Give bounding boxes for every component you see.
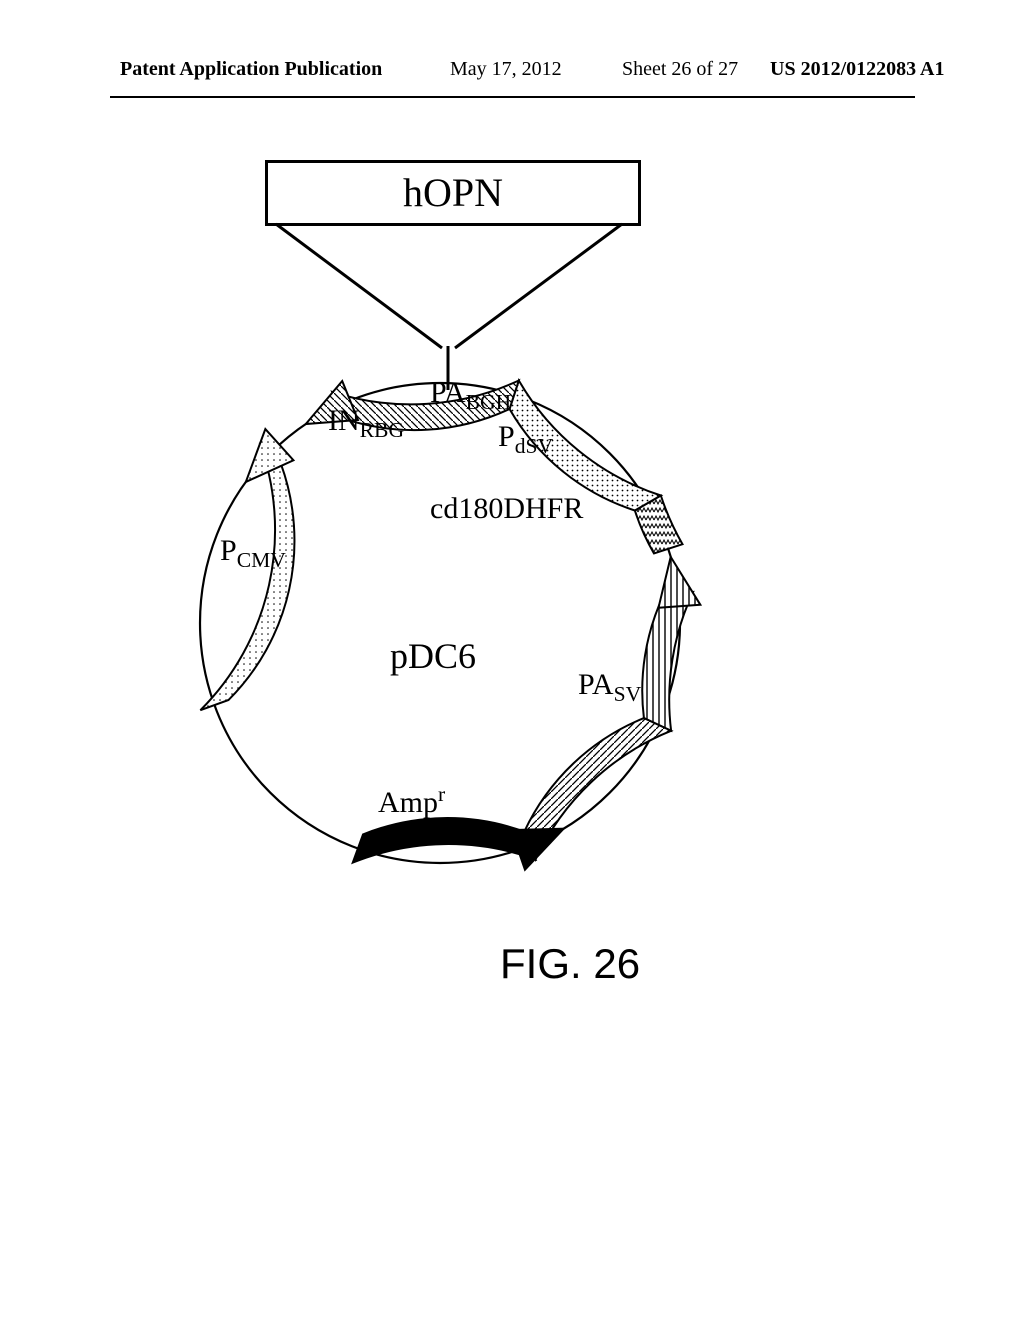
- label-pdsv: PdSV: [498, 420, 553, 459]
- header-pub-number: US 2012/0122083 A1: [770, 58, 944, 81]
- insert-box: hOPN: [265, 160, 641, 226]
- label-pasv: PASV: [578, 668, 641, 707]
- header-publication: Patent Application Publication: [120, 58, 382, 81]
- label-pcmv: PCMV: [220, 534, 286, 573]
- label-inrbg: INRBG: [328, 404, 404, 443]
- header-divider: [110, 96, 915, 98]
- page: Patent Application Publication May 17, 2…: [0, 0, 1024, 1320]
- insert-line-left: [276, 224, 442, 348]
- plasmid-name-label: pDC6: [390, 635, 476, 677]
- insert-line-right: [455, 224, 622, 348]
- label-pabgh: PABGH: [430, 376, 511, 415]
- figure-caption: FIG. 26: [500, 940, 640, 988]
- plasmid-diagram: hOPN: [110, 160, 750, 900]
- insert-label: hOPN: [403, 170, 503, 215]
- header-date: May 17, 2012: [450, 58, 562, 81]
- label-ampr: Ampr: [378, 782, 445, 820]
- header-sheet: Sheet 26 of 27: [622, 58, 738, 81]
- page-header: Patent Application Publication May 17, 2…: [0, 58, 1024, 88]
- label-cd180: cd180DHFR: [430, 492, 583, 526]
